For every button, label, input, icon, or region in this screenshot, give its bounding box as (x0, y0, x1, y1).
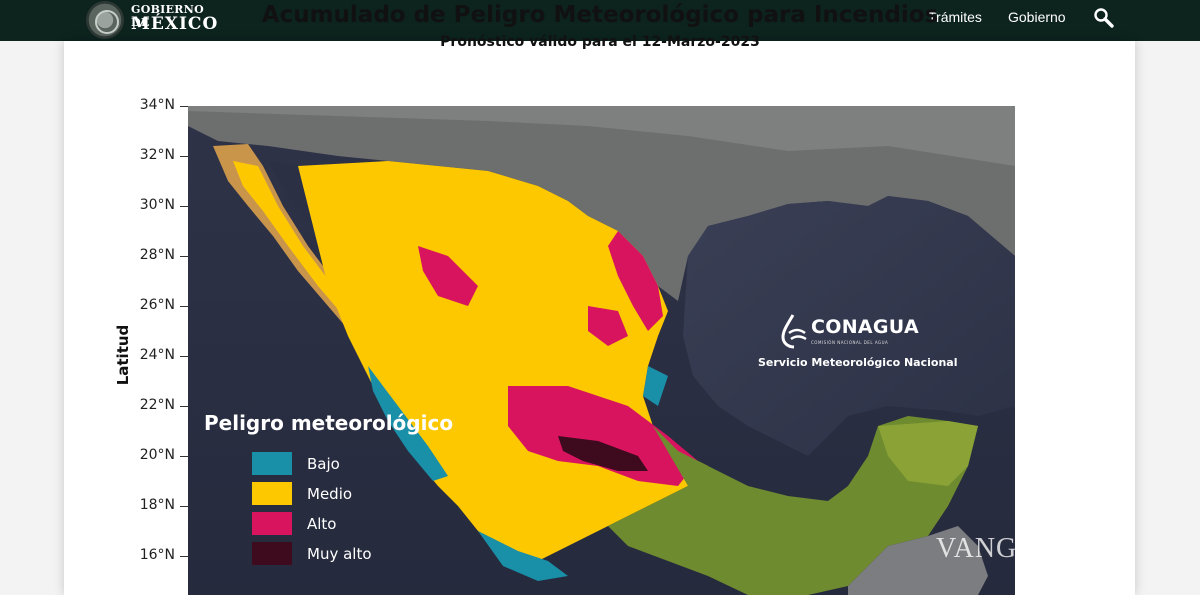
search-button[interactable] (1093, 7, 1115, 29)
legend-label-medio: Medio (307, 485, 353, 503)
conagua-logo: CONAGUA COMISIÓN NACIONAL DEL AGUA (779, 313, 929, 349)
y-tick-label: 34°N (139, 97, 175, 113)
y-tick-mark (180, 556, 188, 557)
bajo-zone-west-coast (368, 366, 448, 481)
service-label: Servicio Meteorológico Nacional (758, 356, 958, 369)
central-america (848, 526, 988, 595)
legend-swatch-alto (252, 512, 292, 535)
logo-line-2: MÉXICO (131, 14, 219, 34)
nav-link-tramites[interactable]: Trámites (928, 9, 982, 25)
map-canvas (188, 106, 1015, 595)
y-tick-mark (180, 156, 188, 157)
fire-danger-map[interactable] (188, 106, 1015, 595)
legend-swatch-muy-alto (252, 542, 292, 565)
gulf-of-mexico (683, 196, 1015, 456)
bajo-zone-gulf (643, 366, 668, 406)
muy-alto-zone (558, 436, 648, 471)
y-tick-label: 28°N (139, 247, 175, 263)
logo-line-1: GOBIERNO DE (131, 3, 204, 29)
legend-label-bajo: Bajo (307, 455, 340, 473)
baja-medio-zone (233, 161, 363, 321)
gobierno-mexico-logo[interactable]: GOBIERNO DE MÉXICO (86, 0, 226, 41)
legend-swatch-bajo (252, 452, 292, 475)
y-tick-label: 22°N (139, 397, 175, 413)
y-tick-label: 18°N (139, 497, 175, 513)
y-tick-label: 26°N (139, 297, 175, 313)
national-seal-icon (86, 1, 124, 39)
search-icon (1094, 8, 1114, 28)
map-title: Acumulado de Peligro Meteorológico para … (261, 2, 939, 28)
watermark-text: VANG (936, 533, 1018, 564)
alto-zone-sierra (418, 246, 478, 306)
conagua-subtitle: COMISIÓN NACIONAL DEL AGUA (811, 340, 889, 345)
y-tick-mark (180, 206, 188, 207)
y-tick-mark (180, 106, 188, 107)
y-tick-label: 20°N (139, 447, 175, 463)
y-tick-mark (180, 256, 188, 257)
map-subtitle: Pronóstico válido para el 12-Marzo-2023 (440, 34, 760, 50)
conagua-name: CONAGUA (811, 316, 919, 338)
y-tick-mark (180, 306, 188, 307)
y-tick-label: 32°N (139, 147, 175, 163)
yucatan-peninsula (878, 421, 978, 486)
alto-zone-central (508, 386, 698, 486)
y-tick-mark (180, 356, 188, 357)
y-tick-mark (180, 506, 188, 507)
top-navigation-bar: GOBIERNO DE MÉXICO Trámites Gobierno (0, 0, 1200, 41)
nav-link-gobierno[interactable]: Gobierno (1008, 9, 1066, 25)
bajo-zone-south-coast (478, 531, 568, 581)
usa-north-shading (188, 106, 1015, 166)
y-tick-label: 24°N (139, 347, 175, 363)
legend-title: Peligro meteorológico (204, 411, 454, 435)
y-tick-label: 16°N (139, 547, 175, 563)
southeast-vegetation (608, 416, 978, 595)
y-tick-mark (180, 406, 188, 407)
y-tick-mark (180, 456, 188, 457)
alto-zone-east (588, 306, 628, 346)
legend-label-muy-alto: Muy alto (307, 545, 372, 563)
alto-zone-northeast (608, 231, 663, 331)
legend-swatch-medio (252, 482, 292, 505)
usa-landmass (188, 106, 1015, 301)
water-drop-icon (781, 314, 807, 349)
y-tick-label: 30°N (139, 197, 175, 213)
legend-label-alto: Alto (307, 515, 337, 533)
